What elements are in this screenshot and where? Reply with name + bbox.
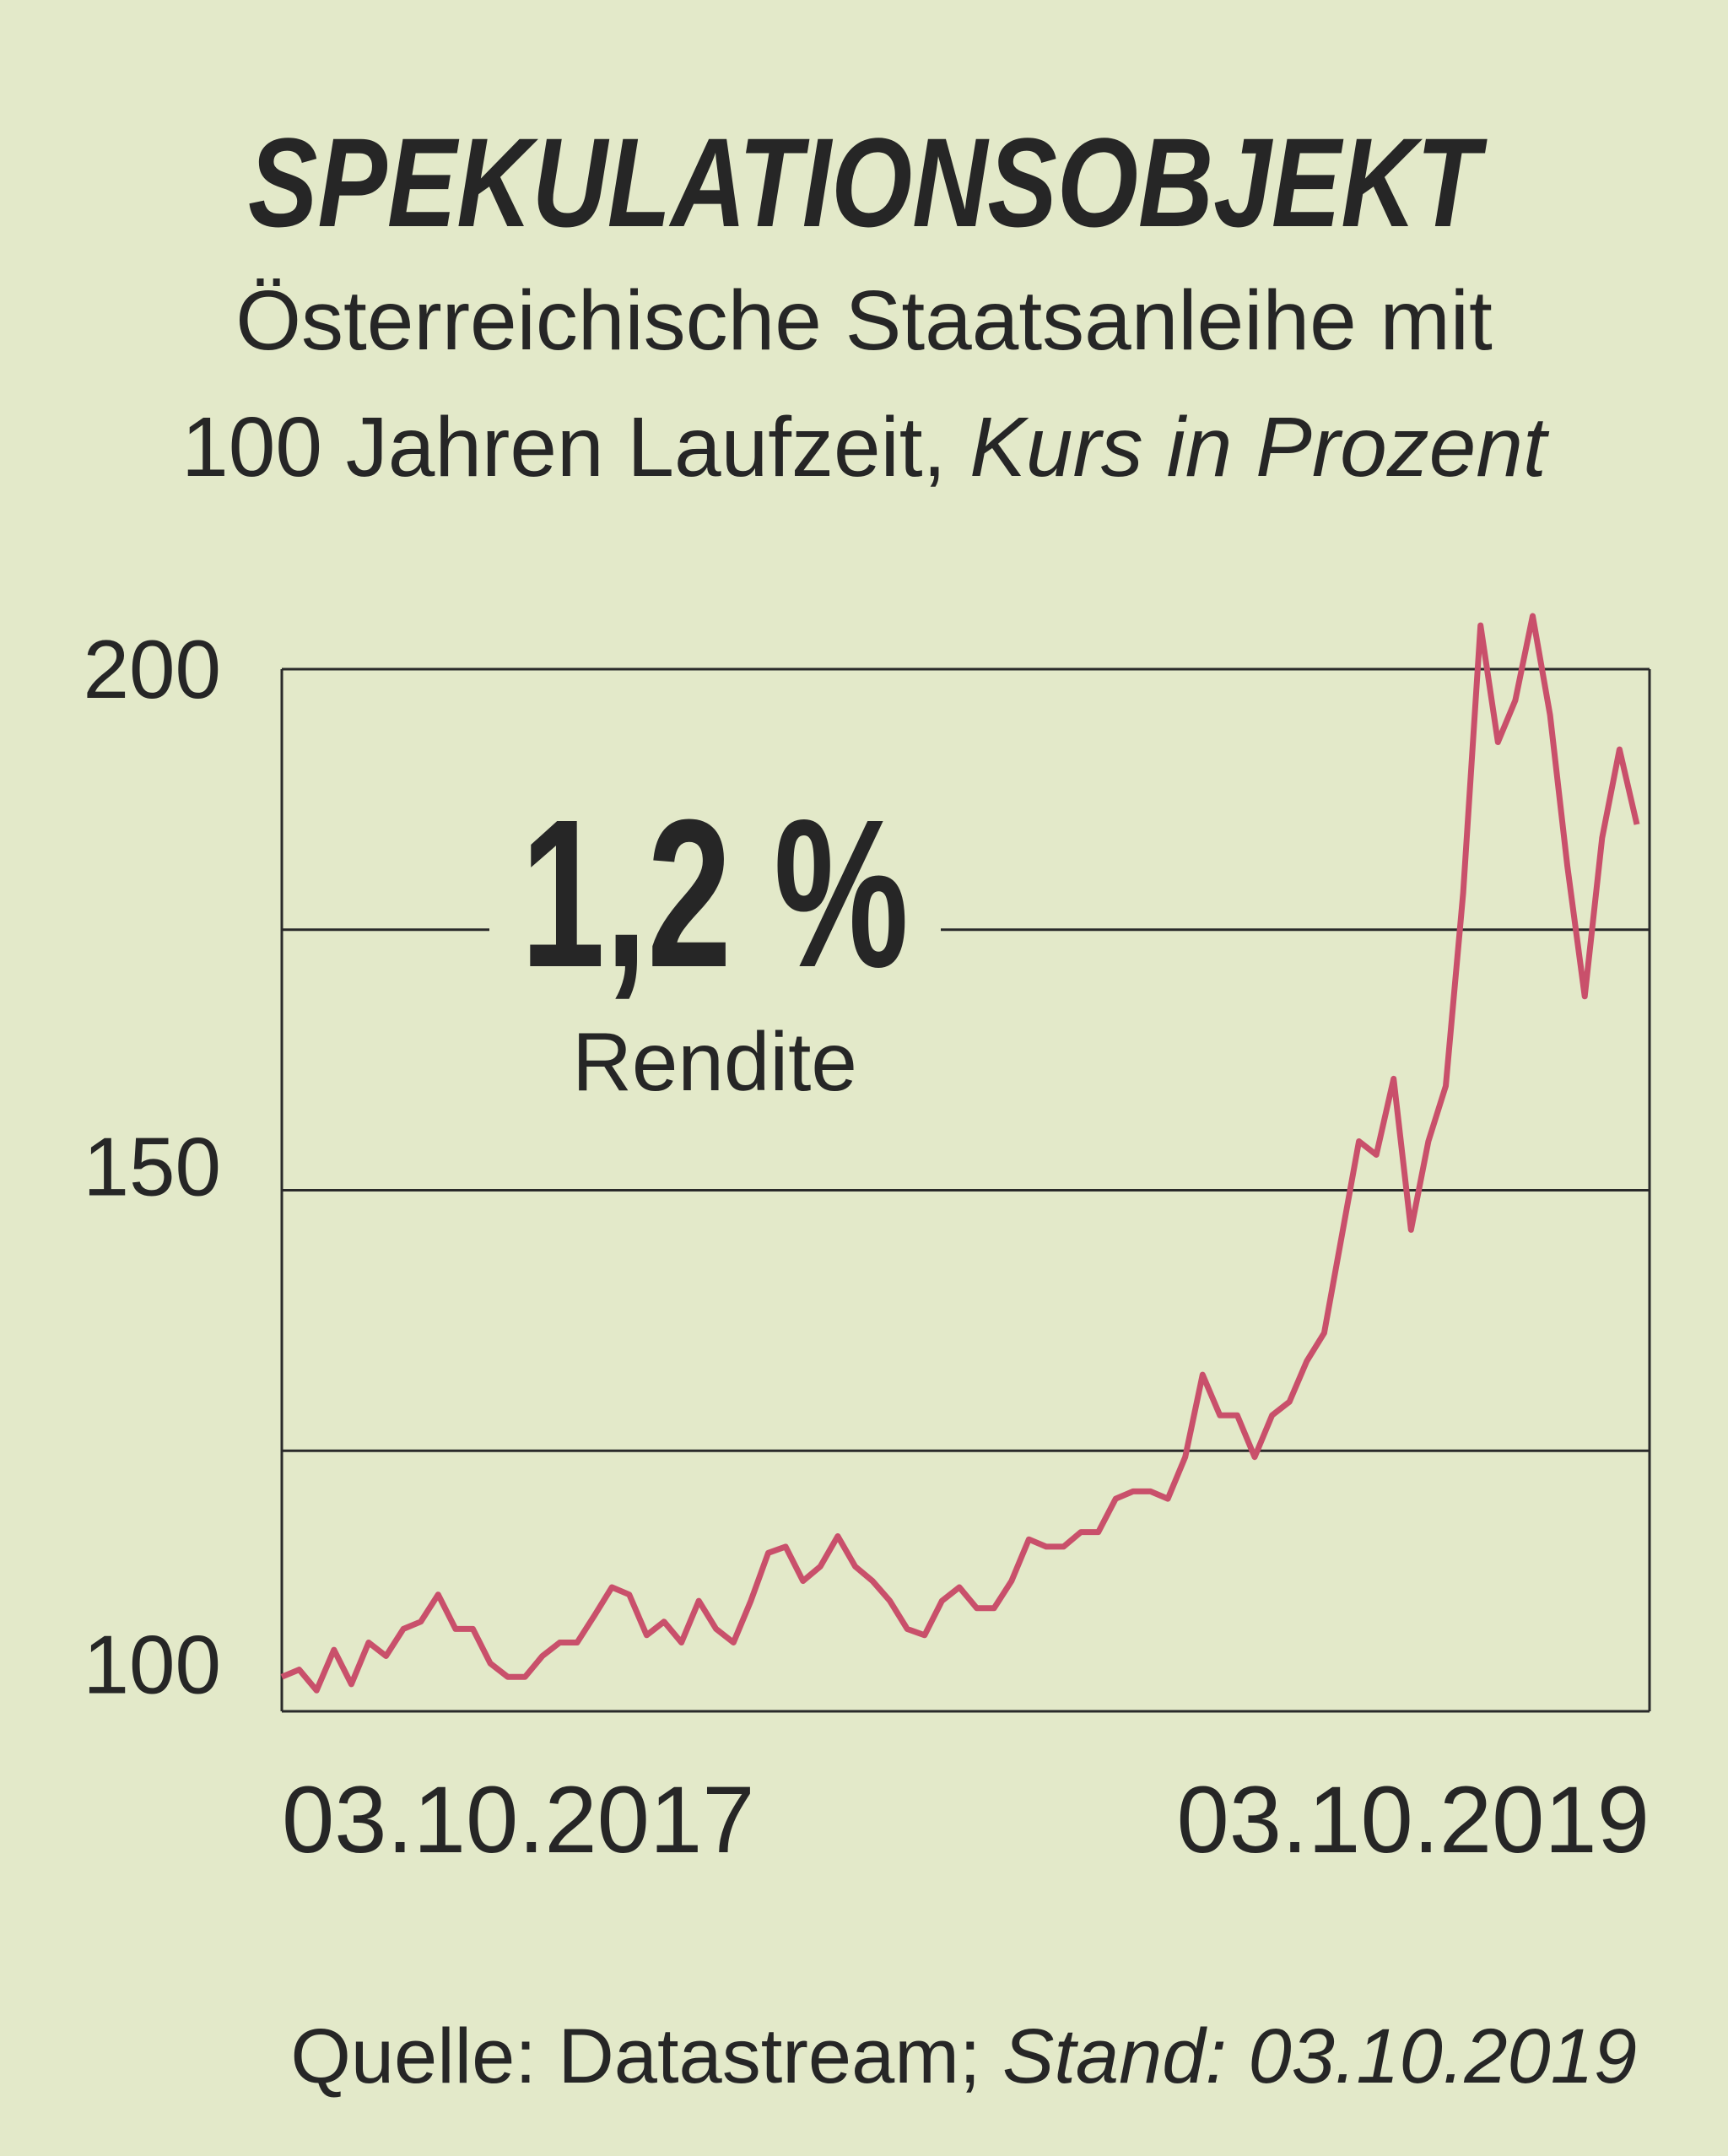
- y-tick-label: 200: [83, 623, 221, 716]
- subtitle: 100 Jahren Laufzeit, Kurs in Prozent: [181, 400, 1550, 494]
- x-tick-label: 03.10.2017: [282, 1767, 755, 1872]
- x-tick-label: 03.10.2019: [1176, 1767, 1650, 1872]
- source: Quelle: Datastream; Stand: 03.10.2019: [290, 2013, 1637, 2099]
- plot: 100 150 200 1,2 %Rendite 03.10.2017 03.10.201…: [83, 613, 1651, 1872]
- annotation-label: Rendite: [572, 1015, 857, 1108]
- subtitle: Österreichische Staatsanleihe mit: [235, 273, 1493, 368]
- y-tick-label: 150: [83, 1121, 221, 1213]
- subtitle-italic: Kurs in Prozent: [969, 400, 1550, 494]
- annotation-value: 1,2 %: [521, 775, 909, 1011]
- annotation-bg: [489, 785, 941, 1105]
- source-date: Stand: 03.10.2019: [1002, 2013, 1637, 2099]
- y-tick-label: 100: [83, 1618, 221, 1710]
- subtitle: 100 Jahren Laufzeit,: [181, 400, 946, 494]
- chart-title: SPEKULATIONSOBJEKT: [248, 111, 1488, 253]
- source: Quelle: Datastream;: [290, 2013, 980, 2099]
- price-line: [280, 613, 1640, 1694]
